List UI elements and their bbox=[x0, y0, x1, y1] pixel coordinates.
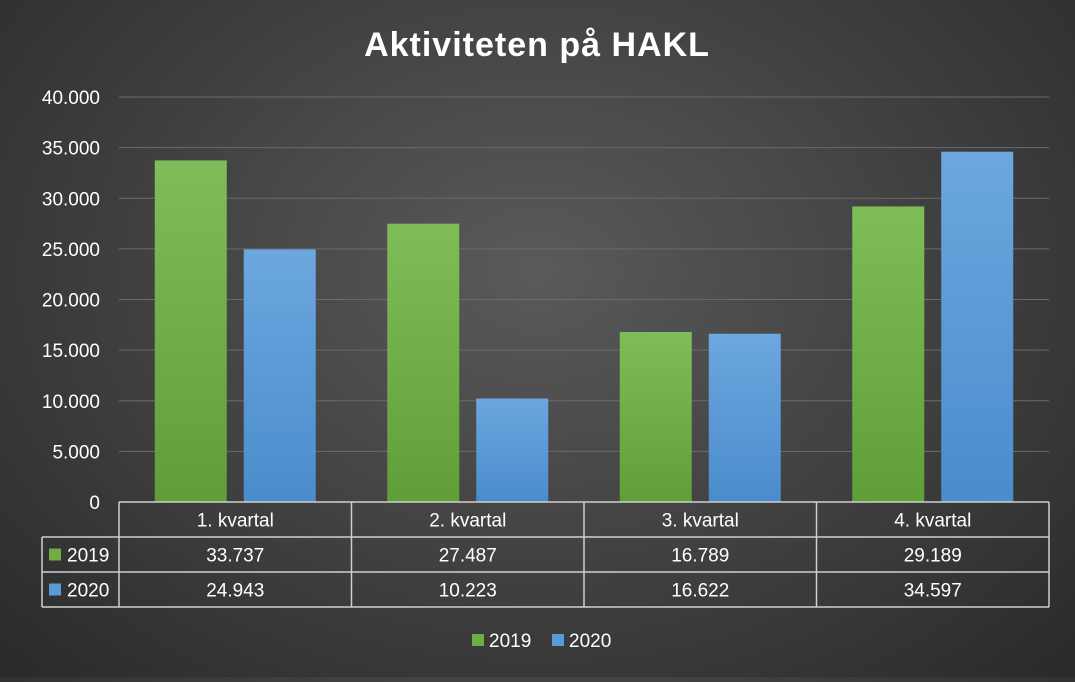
table-series-name: 2020 bbox=[67, 581, 109, 602]
bar-2019-1 bbox=[154, 160, 227, 502]
bar-2020-2 bbox=[476, 398, 549, 502]
bar-2020-3 bbox=[708, 333, 781, 502]
legend-swatch-2020 bbox=[552, 634, 564, 646]
bar-2020-4 bbox=[941, 151, 1014, 502]
legend-label: 2020 bbox=[569, 631, 611, 652]
y-tick-label: 30.000 bbox=[42, 189, 100, 210]
category-label: 2. kvartal bbox=[429, 511, 506, 532]
legend: 2019 2020 bbox=[472, 631, 611, 652]
bars bbox=[154, 151, 1014, 503]
y-tick-label: 10.000 bbox=[42, 392, 100, 413]
legend-swatch-2019 bbox=[472, 634, 484, 646]
data-label: 29.189 bbox=[904, 546, 962, 567]
data-table: 1. kvartal 2. kvartal 3. kvartal 4. kvartal… bbox=[41, 501, 1050, 608]
table-series-name: 2019 bbox=[67, 546, 109, 567]
data-label: 10.223 bbox=[439, 581, 497, 602]
y-tick-label: 15.000 bbox=[42, 341, 100, 362]
y-tick-label: 35.000 bbox=[42, 139, 100, 160]
data-label: 27.487 bbox=[439, 546, 497, 567]
category-label: 3. kvartal bbox=[662, 511, 739, 532]
category-label: 4. kvartal bbox=[894, 511, 971, 532]
bar-2020-1 bbox=[243, 249, 316, 502]
bar-2019-3 bbox=[619, 332, 692, 502]
data-label: 24.943 bbox=[206, 581, 264, 602]
y-tick-label: 40.000 bbox=[42, 88, 100, 109]
category-label: 1. kvartal bbox=[197, 511, 274, 532]
chart-title: Aktiviteten på HAKL bbox=[364, 26, 710, 64]
y-tick-label: 20.000 bbox=[42, 291, 100, 312]
legend-label: 2019 bbox=[489, 631, 531, 652]
y-tick-label: 0 bbox=[89, 493, 100, 514]
y-tick-label: 5.000 bbox=[52, 442, 100, 463]
bar-2019-4 bbox=[852, 206, 925, 503]
data-label: 16.789 bbox=[671, 546, 729, 567]
table-series-key-2019 bbox=[49, 548, 61, 561]
y-tick-label: 25.000 bbox=[42, 240, 100, 261]
y-axis-tick-labels: 0 5.000 10.000 15.000 20.000 25.000 30.000 35.0… bbox=[42, 88, 100, 514]
data-label: 34.597 bbox=[904, 581, 962, 602]
bar-2019-2 bbox=[387, 223, 460, 502]
table-series-key-2020 bbox=[49, 583, 61, 596]
data-label: 16.622 bbox=[671, 581, 729, 602]
data-label: 33.737 bbox=[206, 546, 264, 567]
